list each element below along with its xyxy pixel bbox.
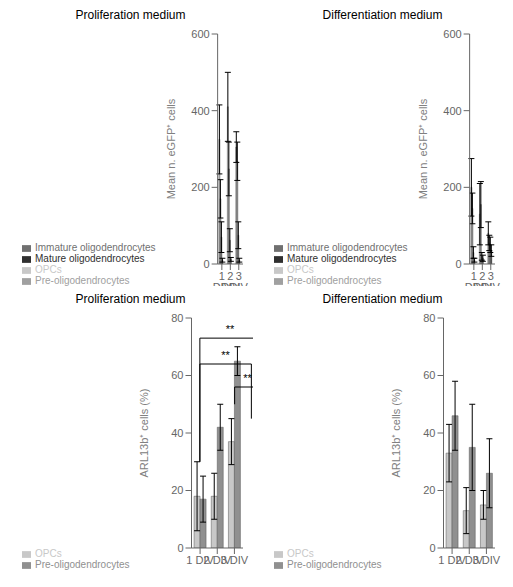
svg-text:40: 40: [171, 427, 183, 439]
svg-text:**: **: [221, 349, 230, 361]
svg-text:3DIV: 3DIV: [482, 270, 501, 286]
svg-text:3 DIV: 3 DIV: [473, 554, 501, 566]
svg-text:600: 600: [191, 28, 209, 40]
svg-text:3DIV: 3DIV: [230, 270, 249, 286]
svg-text:Mean n. eGFP⁺ cells: Mean n. eGFP⁺ cells: [165, 98, 177, 199]
svg-text:**: **: [243, 372, 252, 384]
svg-text:60: 60: [423, 369, 435, 381]
svg-text:0: 0: [456, 258, 462, 270]
svg-text:40: 40: [423, 427, 435, 439]
svg-text:600: 600: [443, 28, 461, 40]
svg-text:Mean n. eGFP⁺ cells: Mean n. eGFP⁺ cells: [417, 98, 429, 199]
svg-text:200: 200: [191, 181, 209, 193]
svg-text:3 DIV: 3 DIV: [221, 554, 249, 566]
svg-text:ARL13b⁺ cells (%): ARL13b⁺ cells (%): [138, 389, 150, 478]
svg-text:20: 20: [423, 484, 435, 496]
svg-text:0: 0: [177, 542, 183, 554]
svg-text:400: 400: [191, 105, 209, 117]
svg-text:80: 80: [171, 312, 183, 324]
svg-text:400: 400: [443, 105, 461, 117]
svg-text:0: 0: [204, 258, 210, 270]
svg-text:0: 0: [429, 542, 435, 554]
svg-text:20: 20: [171, 484, 183, 496]
svg-text:80: 80: [423, 312, 435, 324]
svg-text:200: 200: [443, 181, 461, 193]
svg-text:**: **: [226, 323, 235, 335]
svg-text:ARL13b⁺ cells (%): ARL13b⁺ cells (%): [390, 389, 402, 478]
svg-text:60: 60: [171, 369, 183, 381]
